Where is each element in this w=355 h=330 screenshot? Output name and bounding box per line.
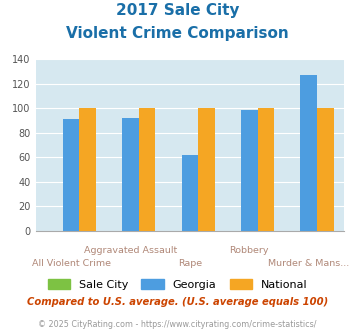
- Bar: [258, 109, 274, 231]
- Text: 2017 Sale City: 2017 Sale City: [116, 3, 239, 18]
- Bar: [80, 109, 96, 231]
- Text: Violent Crime Comparison: Violent Crime Comparison: [66, 26, 289, 41]
- Bar: [122, 118, 139, 231]
- Bar: [139, 109, 155, 231]
- Bar: [300, 75, 317, 231]
- Bar: [63, 119, 80, 231]
- Text: Aggravated Assault: Aggravated Assault: [84, 246, 177, 255]
- Text: All Violent Crime: All Violent Crime: [32, 259, 111, 268]
- Bar: [198, 109, 215, 231]
- Text: Rape: Rape: [178, 259, 202, 268]
- Text: Robbery: Robbery: [230, 246, 269, 255]
- Bar: [317, 109, 334, 231]
- Bar: [182, 155, 198, 231]
- Text: Murder & Mans...: Murder & Mans...: [268, 259, 349, 268]
- Text: © 2025 CityRating.com - https://www.cityrating.com/crime-statistics/: © 2025 CityRating.com - https://www.city…: [38, 320, 317, 329]
- Text: Compared to U.S. average. (U.S. average equals 100): Compared to U.S. average. (U.S. average …: [27, 297, 328, 307]
- Bar: [241, 110, 258, 231]
- Legend: Sale City, Georgia, National: Sale City, Georgia, National: [43, 275, 312, 294]
